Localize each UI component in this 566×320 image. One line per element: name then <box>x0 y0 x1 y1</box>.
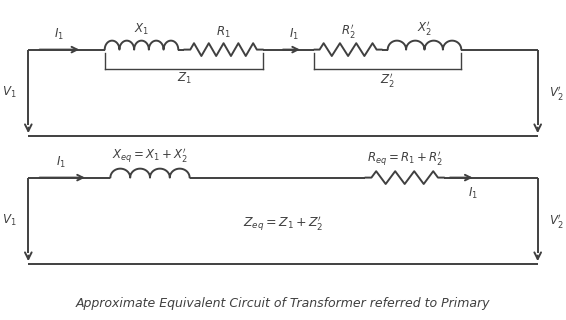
Text: Approximate Equivalent Circuit of Transformer referred to Primary: Approximate Equivalent Circuit of Transf… <box>76 297 490 310</box>
Text: $Z_2'$: $Z_2'$ <box>380 71 395 89</box>
Text: $I_1$: $I_1$ <box>468 186 478 201</box>
Text: $X_{eq} = X_1 + X_2'$: $X_{eq} = X_1 + X_2'$ <box>112 147 188 165</box>
Text: $V_1$: $V_1$ <box>2 85 17 100</box>
Text: $X_2'$: $X_2'$ <box>417 20 432 37</box>
Text: $I_1$: $I_1$ <box>289 27 299 42</box>
Text: $X_1$: $X_1$ <box>134 22 149 37</box>
Text: $I_1$: $I_1$ <box>54 27 65 42</box>
Text: $V_1$: $V_1$ <box>2 213 17 228</box>
Text: $I_1$: $I_1$ <box>55 155 66 170</box>
Text: $R_2'$: $R_2'$ <box>341 22 355 40</box>
Text: $V_2'$: $V_2'$ <box>549 212 564 230</box>
Text: $R_{eq} = R_1 + R_2'$: $R_{eq} = R_1 + R_2'$ <box>367 149 443 168</box>
Text: $V_2'$: $V_2'$ <box>549 84 564 102</box>
Text: $R_1$: $R_1$ <box>216 25 231 40</box>
Text: $Z_1$: $Z_1$ <box>177 71 191 86</box>
Text: $Z_{eq} = Z_1 + Z_2'$: $Z_{eq} = Z_1 + Z_2'$ <box>243 215 323 233</box>
